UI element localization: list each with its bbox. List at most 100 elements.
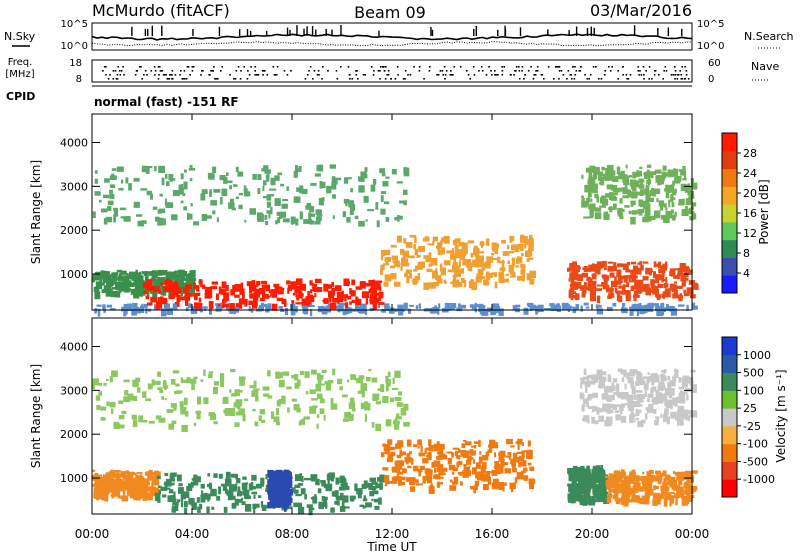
data-cell [675, 417, 678, 421]
data-cell [263, 393, 270, 397]
data-cell [409, 486, 416, 492]
data-cell [683, 272, 687, 280]
data-cell [561, 302, 569, 310]
data-cell [159, 193, 163, 197]
data-cell [141, 271, 148, 275]
data-cell [673, 289, 678, 295]
freq-dot [586, 78, 589, 80]
data-cell [526, 258, 530, 262]
data-cell [96, 495, 100, 501]
data-cell [630, 271, 637, 280]
data-cell [691, 302, 696, 308]
data-cell [251, 390, 259, 397]
data-cell [310, 213, 315, 217]
data-cell [626, 496, 630, 503]
freq-dot [574, 66, 576, 68]
data-cell [683, 289, 687, 294]
data-cell [128, 183, 132, 191]
freq-dot [215, 78, 218, 80]
data-cell [224, 303, 230, 308]
data-cell [162, 288, 167, 296]
data-cell [506, 438, 513, 445]
freq-dot [379, 70, 381, 72]
data-cell [556, 305, 561, 312]
freq-dot [665, 70, 668, 72]
data-cell [154, 166, 157, 172]
data-cell [604, 389, 607, 397]
data-cell [380, 255, 384, 261]
freq-dot [485, 74, 488, 76]
data-cell [601, 261, 606, 266]
data-cell [107, 280, 115, 286]
data-cell [517, 444, 520, 450]
data-cell [422, 237, 428, 242]
data-cell [365, 291, 370, 299]
data-cell [601, 281, 605, 287]
y-tick-label: 2000 [60, 428, 88, 441]
data-cell [200, 193, 206, 201]
data-cell [441, 237, 446, 243]
data-cell [499, 450, 506, 458]
data-cell [684, 172, 687, 179]
data-cell [409, 273, 413, 279]
data-cell [261, 284, 269, 288]
data-cell [135, 214, 143, 217]
freq-dot [308, 70, 310, 72]
colorbar-frame [721, 336, 738, 498]
data-cell [431, 462, 435, 468]
data-cell [665, 403, 673, 409]
data-cell [581, 477, 587, 483]
data-cell [656, 397, 664, 404]
y-tick-label: 4000 [60, 137, 88, 150]
data-cell [277, 217, 281, 224]
data-cell [608, 488, 614, 492]
data-cell [119, 207, 127, 211]
data-cell [327, 379, 334, 384]
data-cell [683, 471, 687, 476]
freq-dot [515, 66, 518, 68]
data-cell [676, 409, 684, 418]
data-cell [582, 487, 586, 493]
freq-dot [654, 70, 657, 72]
data-cell [128, 282, 135, 287]
data-cell [301, 304, 306, 308]
data-cell [172, 303, 178, 310]
freq-dot [275, 74, 278, 76]
data-cell [403, 403, 409, 411]
data-cell [592, 207, 599, 211]
data-cell [637, 420, 644, 428]
data-cell [238, 376, 246, 380]
scatter-region [92, 469, 161, 502]
freq-dot [394, 78, 397, 80]
data-cell [631, 210, 637, 215]
data-cell [406, 453, 411, 457]
data-cell [285, 498, 293, 503]
data-cell [372, 490, 379, 495]
data-cell [381, 251, 386, 256]
data-cell [385, 419, 392, 427]
freq-dot [662, 78, 664, 80]
data-cell [405, 477, 411, 482]
data-cell [485, 451, 490, 457]
freq-dot [491, 74, 493, 76]
data-cell [575, 304, 580, 311]
data-cell [680, 170, 686, 176]
freq-dot [171, 74, 173, 76]
freq-dot [234, 78, 237, 80]
data-cell [408, 308, 411, 314]
data-cell [151, 482, 154, 490]
data-cell [390, 244, 397, 248]
data-cell [609, 206, 613, 213]
data-cell [198, 280, 202, 284]
data-cell [135, 269, 138, 274]
freq-dot [262, 70, 265, 72]
data-cell [284, 502, 290, 506]
data-cell [169, 482, 175, 486]
data-cell [118, 273, 123, 279]
freq-dot [390, 78, 392, 80]
data-cell [656, 308, 664, 317]
data-cell [189, 178, 193, 182]
data-cell [601, 394, 604, 398]
data-cell [647, 372, 650, 375]
data-cell [490, 308, 496, 316]
